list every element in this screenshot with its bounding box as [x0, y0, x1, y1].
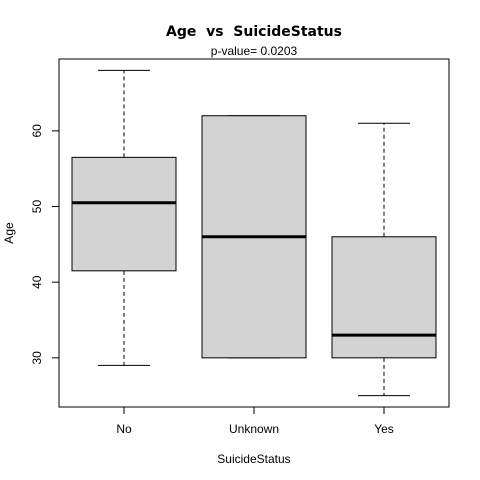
y-tick-label: 40: [30, 275, 44, 289]
box-group-no: [71, 69, 177, 366]
y-tick-label: 60: [30, 124, 44, 138]
y-tick-label: 30: [30, 351, 44, 365]
y-axis-label: Age: [2, 222, 16, 244]
y-tick-label: 50: [30, 200, 44, 214]
chart-subtitle: p-value= 0.0203: [211, 44, 298, 58]
box-group-yes: [331, 122, 437, 397]
x-tick-label-yes: Yes: [374, 422, 394, 436]
chart-title: Age vs SuicideStatus: [166, 24, 342, 40]
box-iqr: [71, 156, 177, 272]
x-axis-label: SuicideStatus: [217, 452, 290, 466]
box-iqr: [331, 236, 437, 359]
x-tick-label-no: No: [116, 422, 132, 436]
box-group-unknown: [201, 115, 307, 359]
x-tick-label-unknown: Unknown: [229, 422, 279, 436]
